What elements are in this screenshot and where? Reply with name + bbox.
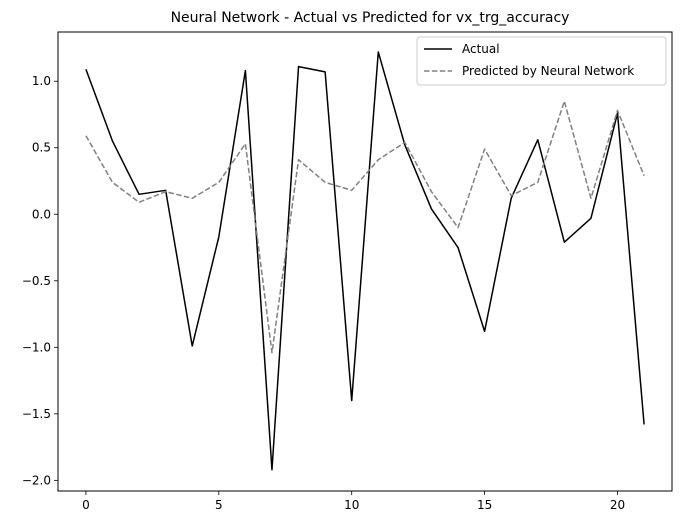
y-tick-label: 1.0 xyxy=(32,74,51,88)
legend-label: Predicted by Neural Network xyxy=(462,64,634,78)
plot-frame xyxy=(57,31,673,492)
y-tick-label: −2.0 xyxy=(22,473,51,487)
x-tick-label: 10 xyxy=(344,498,359,512)
legend: Actual Predicted by Neural Network xyxy=(416,36,667,86)
y-tick-label: −1.5 xyxy=(22,407,51,421)
chart-title: Neural Network - Actual vs Predicted for… xyxy=(171,10,570,26)
x-tick-label: 15 xyxy=(477,498,492,512)
legend-label: Actual xyxy=(462,42,500,56)
series-line-predicted xyxy=(85,100,645,354)
legend-box xyxy=(416,36,667,86)
plot-area xyxy=(85,51,645,471)
x-tick-label: 0 xyxy=(82,498,90,512)
series-line-actual xyxy=(85,51,645,471)
y-tick-label: −1.0 xyxy=(22,340,51,354)
x-tick-label: 5 xyxy=(215,498,223,512)
x-tick-label: 20 xyxy=(610,498,625,512)
y-axis: −2.0 −1.5 −1.0 −0.5 0.0 0.5 1.0 xyxy=(22,74,58,487)
y-tick-label: 0.5 xyxy=(32,141,51,155)
y-tick-label: 0.0 xyxy=(32,207,51,221)
y-tick-label: −0.5 xyxy=(22,274,51,288)
x-axis: 0 5 10 15 20 xyxy=(82,491,625,512)
